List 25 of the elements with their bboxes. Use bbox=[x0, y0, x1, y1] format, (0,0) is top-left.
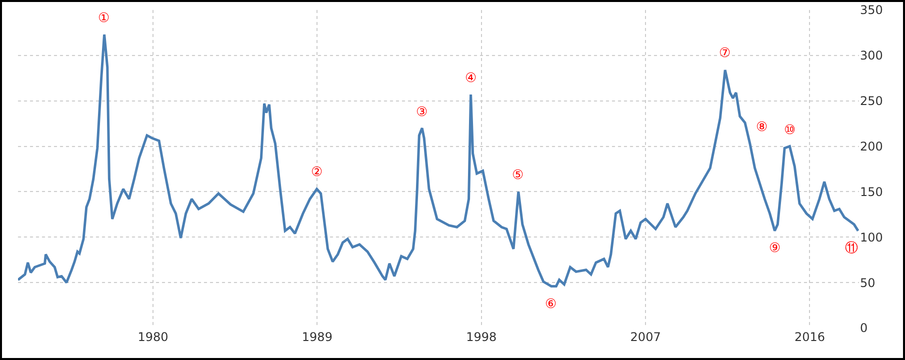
line-series bbox=[18, 33, 859, 288]
y-tick-label: 200 bbox=[860, 139, 883, 154]
x-tick-label: 1998 bbox=[466, 330, 497, 344]
x-tick-label: 1980 bbox=[138, 330, 168, 344]
annotation: ④ bbox=[465, 71, 477, 86]
annotation: ⑥ bbox=[545, 297, 557, 312]
y-tick-label: 300 bbox=[860, 48, 883, 63]
annotation: ⑤ bbox=[512, 168, 524, 183]
y-tick-label: 350 bbox=[860, 3, 883, 18]
annotation: ⑪ bbox=[845, 241, 858, 256]
y-tick-label: 0 bbox=[860, 321, 868, 336]
annotation: ⑩ bbox=[784, 123, 796, 138]
annotation: ② bbox=[311, 165, 323, 180]
annotation: ① bbox=[98, 11, 110, 26]
y-tick-label: 250 bbox=[860, 94, 883, 108]
y-tick-label: 100 bbox=[860, 230, 883, 244]
annotation: ③ bbox=[416, 105, 428, 120]
annotation: ⑦ bbox=[719, 46, 731, 61]
x-tick-label: 1989 bbox=[302, 330, 332, 344]
x-tick-label: 2016 bbox=[794, 330, 826, 344]
annotation: ⑨ bbox=[769, 241, 781, 256]
x-tick-label: 2007 bbox=[630, 330, 661, 344]
y-tick-label: 50 bbox=[860, 276, 876, 290]
annotation: ⑧ bbox=[756, 120, 768, 135]
y-tick-label: 150 bbox=[860, 184, 883, 199]
